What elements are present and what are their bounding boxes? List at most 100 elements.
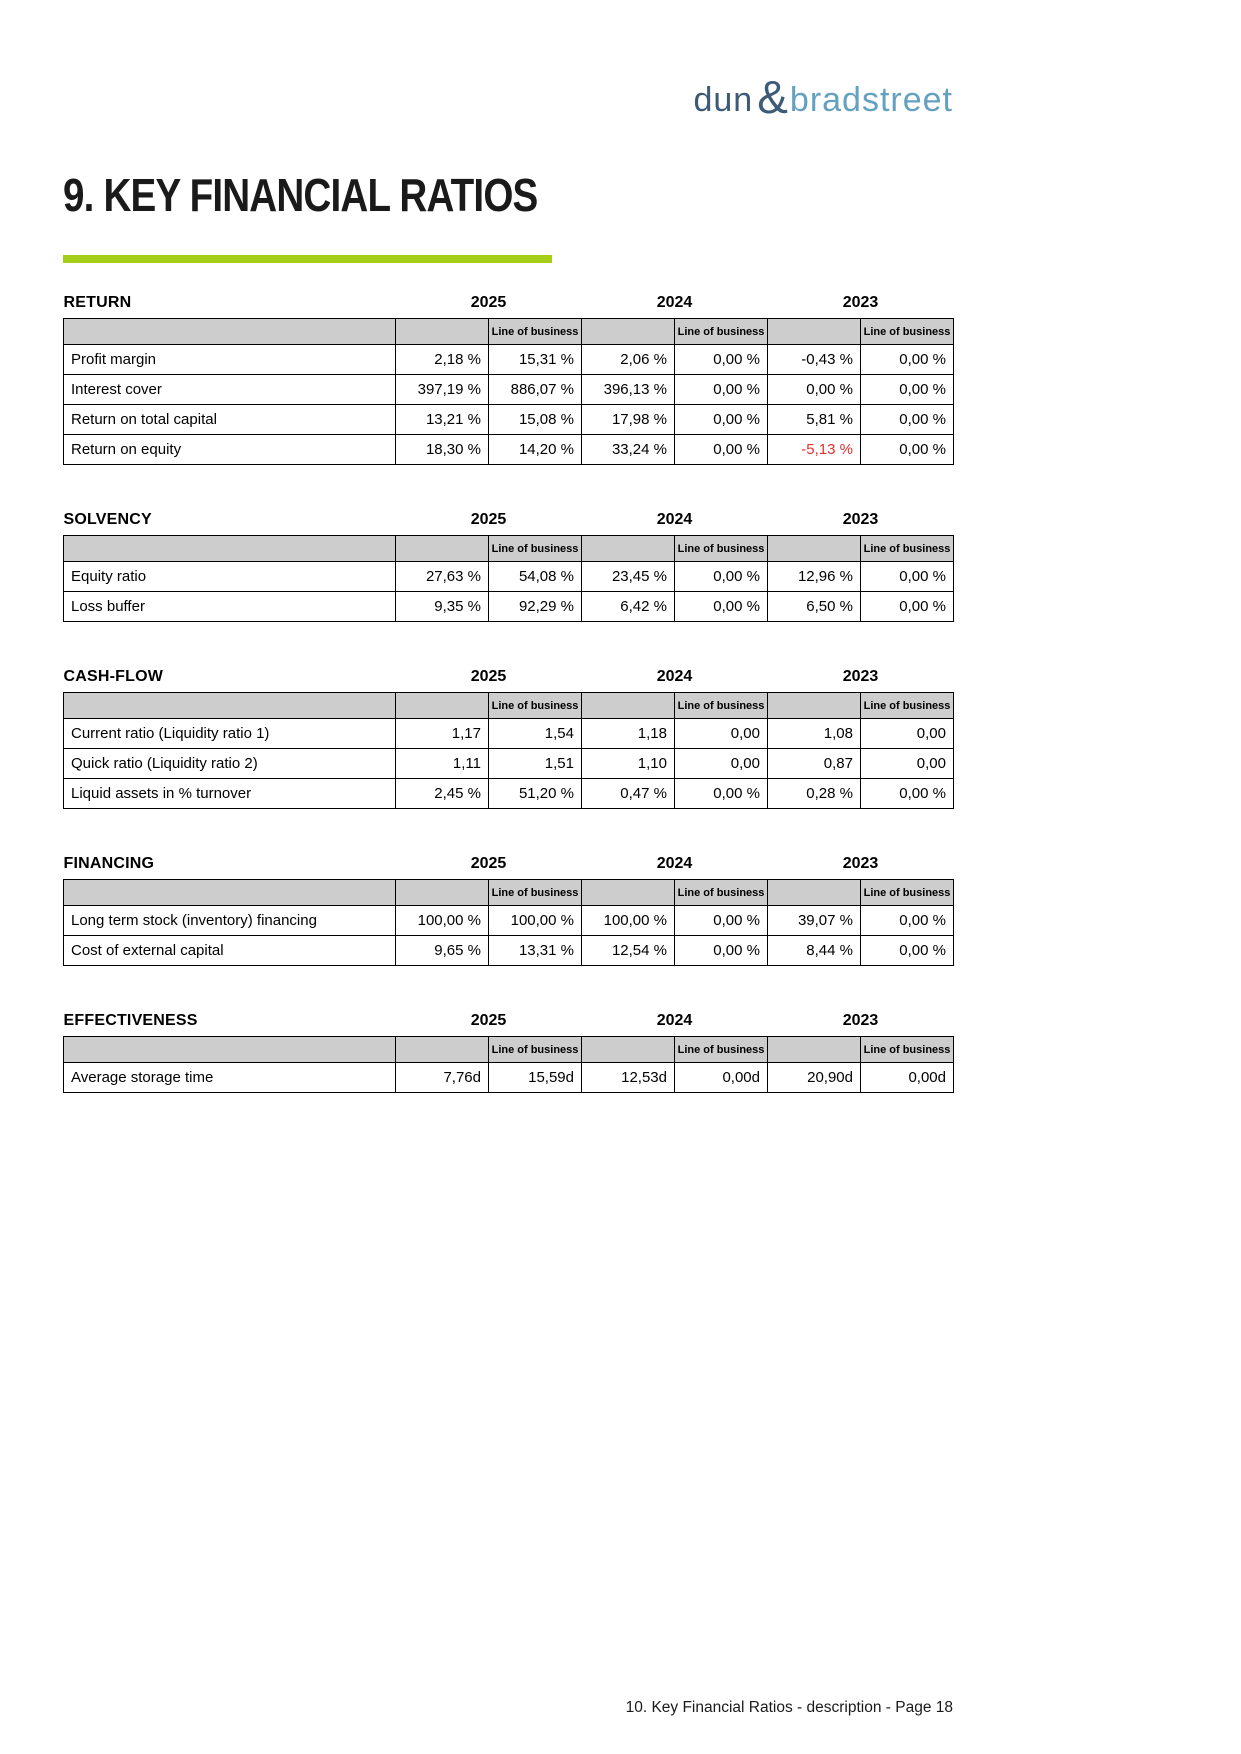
value-cell: 396,13 % <box>581 374 675 405</box>
subheader-empty-cell <box>63 1036 396 1063</box>
value-cell: 0,00 % <box>674 344 768 375</box>
subheader-company-cell <box>581 535 675 562</box>
value-cell: 1,18 <box>581 718 675 749</box>
value-cell: 0,00 % <box>674 374 768 405</box>
section-title: SOLVENCY <box>63 511 152 528</box>
value-cell: 23,45 % <box>581 561 675 592</box>
value-cell: 0,00 % <box>860 905 954 936</box>
value-cell: 0,00 % <box>674 778 768 809</box>
page-title: 9. KEY FINANCIAL RATIOS <box>63 169 538 221</box>
value-cell: 0,00 % <box>860 561 954 592</box>
line-of-business-header: Line of business <box>674 1036 768 1063</box>
year-label-2023: 2023 <box>842 294 879 311</box>
logo-ampersand-icon: & <box>757 71 788 123</box>
subheader-company-cell <box>395 692 489 719</box>
value-cell: 0,00 % <box>674 434 768 465</box>
value-cell: 13,21 % <box>395 404 489 435</box>
value-cell: 100,00 % <box>488 905 582 936</box>
year-label-2023: 2023 <box>842 511 879 528</box>
value-cell: 397,19 % <box>395 374 489 405</box>
ratio-table-return: RETURN 2025 2024 2023 Line of business Line o… <box>63 288 954 465</box>
row-label: Loss buffer <box>63 591 396 622</box>
table-row: Return on total capital 13,21 % 15,08 % 17,… <box>63 404 954 435</box>
value-cell: 13,31 % <box>488 935 582 966</box>
year-label-2025: 2025 <box>470 294 507 311</box>
year-label-2024: 2024 <box>656 668 693 685</box>
value-cell: 0,00d <box>860 1062 954 1093</box>
value-cell: 6,42 % <box>581 591 675 622</box>
row-label: Cost of external capital <box>63 935 396 966</box>
year-label-2025: 2025 <box>470 1012 507 1029</box>
value-cell: 0,00 % <box>860 404 954 435</box>
subheader-company-cell <box>767 535 861 562</box>
year-label-2025: 2025 <box>470 855 507 872</box>
value-cell: 6,50 % <box>767 591 861 622</box>
value-cell: 0,87 <box>767 748 861 779</box>
value-cell: 0,00 % <box>860 778 954 809</box>
section-header-row: EFFECTIVENESS 2025 2024 2023 <box>64 1006 954 1037</box>
table-row: Return on equity 18,30 % 14,20 % 33,24 % 0,0… <box>63 434 954 465</box>
row-label: Long term stock (inventory) financing <box>63 905 396 936</box>
table-row: Interest cover 397,19 % 886,07 % 396,13 % 0,… <box>63 374 954 405</box>
value-cell: 0,00 <box>674 748 768 779</box>
value-cell: 18,30 % <box>395 434 489 465</box>
value-cell: 1,54 <box>488 718 582 749</box>
value-cell: 0,00 % <box>674 935 768 966</box>
value-cell: 17,98 % <box>581 404 675 435</box>
value-cell: 33,24 % <box>581 434 675 465</box>
value-cell: 0,00 % <box>860 374 954 405</box>
line-of-business-header: Line of business <box>674 318 768 345</box>
value-cell: 8,44 % <box>767 935 861 966</box>
ratio-table-cash-flow: CASH-FLOW 2025 2024 2023 Line of business Lin… <box>63 662 954 809</box>
year-label-2024: 2024 <box>656 511 693 528</box>
table-subheader-row: Line of business Line of business Line of … <box>63 692 954 719</box>
value-cell: 2,45 % <box>395 778 489 809</box>
table-row: Liquid assets in % turnover 2,45 % 51,20 %… <box>63 778 954 809</box>
table-subheader-row: Line of business Line of business Line of … <box>63 318 954 345</box>
value-cell: 0,47 % <box>581 778 675 809</box>
table-subheader-row: Line of business Line of business Line of … <box>63 879 954 906</box>
value-cell: 15,08 % <box>488 404 582 435</box>
table-row: Current ratio (Liquidity ratio 1) 1,17 1,5… <box>63 718 954 749</box>
value-cell: 15,59d <box>488 1062 582 1093</box>
line-of-business-header: Line of business <box>488 535 582 562</box>
value-cell: 0,00 % <box>674 591 768 622</box>
row-label: Quick ratio (Liquidity ratio 2) <box>63 748 396 779</box>
value-cell: 0,00 <box>674 718 768 749</box>
section-title: RETURN <box>63 294 132 311</box>
value-cell: 100,00 % <box>395 905 489 936</box>
line-of-business-header: Line of business <box>488 879 582 906</box>
table-row: Profit margin 2,18 % 15,31 % 2,06 % 0,00 % -0… <box>63 344 954 375</box>
section-title: FINANCING <box>63 855 155 872</box>
logo-text-bradstreet: bradstreet <box>789 81 953 119</box>
value-cell: 0,00d <box>674 1062 768 1093</box>
row-label: Return on equity <box>63 434 396 465</box>
subheader-company-cell <box>395 318 489 345</box>
value-cell: -0,43 % <box>767 344 861 375</box>
subheader-company-cell <box>395 1036 489 1063</box>
ratio-table-solvency: SOLVENCY 2025 2024 2023 Line of business Line… <box>63 505 954 622</box>
line-of-business-header: Line of business <box>860 1036 954 1063</box>
table-row: Average storage time 7,76d 15,59d 12,53d 0,0… <box>63 1062 954 1093</box>
value-cell: 2,18 % <box>395 344 489 375</box>
section-header-row: CASH-FLOW 2025 2024 2023 <box>64 662 954 693</box>
value-cell: 9,35 % <box>395 591 489 622</box>
year-label-2025: 2025 <box>470 668 507 685</box>
subheader-company-cell <box>767 1036 861 1063</box>
line-of-business-header: Line of business <box>488 1036 582 1063</box>
value-cell: 92,29 % <box>488 591 582 622</box>
year-label-2024: 2024 <box>656 855 693 872</box>
table-row: Long term stock (inventory) financing 100… <box>63 905 954 936</box>
section-header-row: FINANCING 2025 2024 2023 <box>64 849 954 880</box>
year-label-2024: 2024 <box>656 1012 693 1029</box>
year-label-2023: 2023 <box>842 855 879 872</box>
line-of-business-header: Line of business <box>860 535 954 562</box>
subheader-company-cell <box>767 318 861 345</box>
page-footer: 10. Key Financial Ratios - description -… <box>625 1699 953 1716</box>
value-cell: 1,51 <box>488 748 582 779</box>
subheader-empty-cell <box>63 692 396 719</box>
table-row: Equity ratio 27,63 % 54,08 % 23,45 % 0,00 % 1… <box>63 561 954 592</box>
row-label: Equity ratio <box>63 561 396 592</box>
year-label-2023: 2023 <box>842 668 879 685</box>
